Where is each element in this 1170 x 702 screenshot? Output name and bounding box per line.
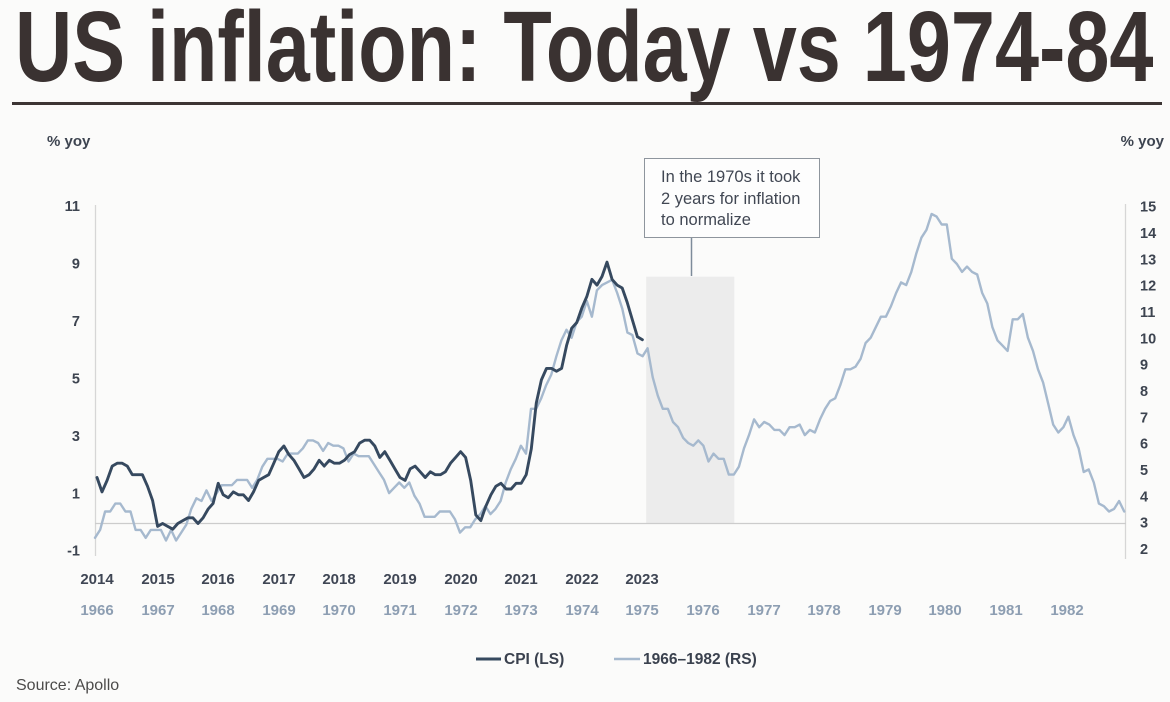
svg-text:1980: 1980: [928, 602, 961, 619]
svg-text:2019: 2019: [383, 571, 416, 588]
svg-text:12: 12: [1140, 279, 1156, 295]
svg-text:7: 7: [72, 314, 80, 330]
svg-text:2016: 2016: [201, 571, 234, 588]
svg-text:1982: 1982: [1050, 602, 1083, 619]
svg-text:2022: 2022: [565, 571, 598, 588]
svg-text:1979: 1979: [868, 602, 901, 619]
svg-text:2014: 2014: [80, 571, 114, 588]
svg-text:CPI (LS): CPI (LS): [504, 651, 564, 668]
svg-text:2: 2: [1140, 542, 1148, 558]
svg-text:11: 11: [65, 199, 80, 215]
svg-text:1977: 1977: [747, 602, 780, 619]
svg-text:2023: 2023: [625, 571, 658, 588]
svg-text:8: 8: [1140, 384, 1148, 400]
svg-text:11: 11: [1140, 305, 1155, 321]
svg-text:1972: 1972: [444, 602, 477, 619]
svg-text:1966–1982 (RS): 1966–1982 (RS): [643, 651, 757, 668]
svg-text:7: 7: [1140, 410, 1148, 426]
svg-text:15: 15: [1140, 200, 1156, 216]
svg-text:1973: 1973: [504, 602, 537, 619]
svg-text:2021: 2021: [504, 571, 537, 588]
svg-text:1978: 1978: [807, 602, 840, 619]
svg-text:1974: 1974: [565, 602, 599, 619]
svg-text:6: 6: [1140, 437, 1148, 453]
svg-text:1: 1: [72, 486, 80, 502]
svg-text:1971: 1971: [383, 602, 416, 619]
svg-text:1981: 1981: [989, 602, 1022, 619]
svg-text:5: 5: [1140, 463, 1148, 479]
svg-text:5: 5: [72, 371, 80, 387]
svg-text:1976: 1976: [686, 602, 719, 619]
svg-text:2020: 2020: [444, 571, 477, 588]
svg-text:2018: 2018: [322, 571, 355, 588]
svg-text:1967: 1967: [141, 602, 174, 619]
svg-text:1966: 1966: [80, 602, 113, 619]
svg-text:10: 10: [1140, 331, 1156, 347]
svg-text:3: 3: [72, 429, 80, 445]
svg-text:9: 9: [72, 257, 80, 273]
svg-text:1975: 1975: [625, 602, 658, 619]
svg-text:2017: 2017: [262, 571, 295, 588]
svg-text:4: 4: [1140, 489, 1148, 505]
svg-text:1968: 1968: [201, 602, 234, 619]
svg-text:2015: 2015: [141, 571, 174, 588]
svg-text:3: 3: [1140, 516, 1148, 532]
svg-text:14: 14: [1140, 226, 1156, 242]
svg-text:1969: 1969: [262, 602, 295, 619]
svg-text:-1: -1: [67, 544, 80, 560]
svg-text:1970: 1970: [322, 602, 355, 619]
svg-text:9: 9: [1140, 358, 1148, 374]
svg-text:13: 13: [1140, 252, 1156, 268]
